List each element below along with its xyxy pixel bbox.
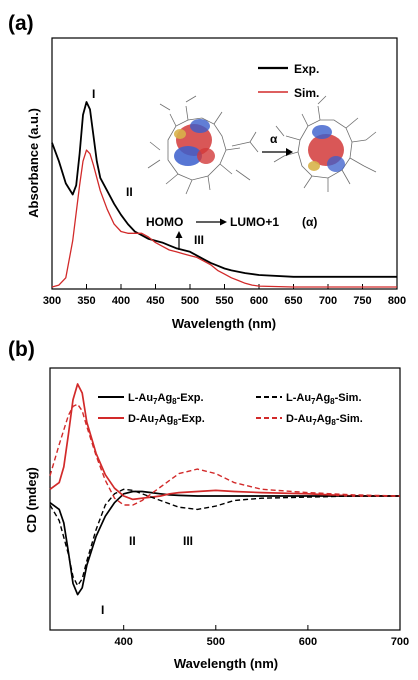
cd-x-ticks: 400 500 600 700 (115, 625, 409, 648)
cd-series-l-exp-line (49, 490, 400, 596)
panel-a-label: (a) (8, 12, 34, 35)
cd-legend: L-Au7Ag8-Exp. D-Au7Ag8-Exp. L-Au7Ag8-Sim… (98, 392, 363, 427)
cd-plot-frame (49, 367, 401, 631)
absorbance-x-tick-label: 450 (146, 295, 164, 307)
cd-x-tick-label: 400 (115, 636, 133, 648)
absorbance-peak-iii-label: III (194, 233, 204, 247)
transition-arrow (262, 148, 293, 156)
absorbance-x-tick-label: 750 (353, 295, 371, 307)
homo-to-lumo-arrow (196, 218, 227, 226)
absorbance-x-tick-label: 800 (388, 295, 406, 307)
absorbance-x-ticks: 300 350 400 450 500 550 600 650 700 750 800 (43, 284, 406, 307)
absorbance-y-axis-title: Absorbance (a.u.) (26, 108, 41, 218)
cd-plot: 400 500 600 700 (49, 367, 409, 648)
panel-b-label: (b) (8, 338, 35, 361)
absorbance-x-tick-label: 350 (77, 295, 95, 307)
cd-x-axis-title: Wavelength (nm) (174, 656, 278, 671)
absorbance-plot-frame (51, 37, 398, 290)
absorbance-series (51, 101, 397, 288)
absorbance-plot: 300 350 400 450 500 550 600 650 700 750 800 (43, 37, 406, 307)
absorbance-x-tick-label: 550 (215, 295, 233, 307)
absorbance-legend: Exp. Sim. (258, 62, 319, 100)
cd-peak-iii-label: III (183, 534, 193, 548)
legend-d-exp-label: D-Au7Ag8-Exp. (128, 413, 205, 427)
absorbance-series-exp-line (51, 101, 397, 278)
lumo-label: LUMO+1 (230, 215, 279, 229)
transition-pointer-arrow (175, 231, 183, 250)
legend-l-exp-label: L-Au7Ag8-Exp. (128, 392, 204, 406)
homo-label: HOMO (146, 215, 183, 229)
cd-peak-i-label: I (101, 603, 104, 617)
absorbance-x-tick-label: 500 (181, 295, 199, 307)
legend-sim-label: Sim. (294, 86, 319, 100)
absorbance-x-tick-label: 600 (250, 295, 268, 307)
cd-peak-ii-label: II (129, 534, 136, 548)
cd-x-tick-label: 600 (299, 636, 317, 648)
lumo-orbital-illustration (273, 95, 377, 192)
absorbance-peak-ii-label: II (126, 185, 133, 199)
legend-l-sim-label: L-Au7Ag8-Sim. (286, 392, 362, 406)
legend-d-sim-label: D-Au7Ag8-Sim. (286, 413, 363, 427)
cd-x-tick-label: 700 (391, 636, 409, 648)
cd-series-l-sim-line (49, 488, 400, 587)
absorbance-x-tick-label: 400 (112, 295, 130, 307)
cd-series-d-sim-line (49, 403, 401, 506)
absorbance-x-tick-label: 300 (43, 295, 61, 307)
absorbance-x-tick-label: 700 (319, 295, 337, 307)
absorbance-x-axis-title: Wavelength (nm) (172, 316, 276, 331)
alpha-transition-label: (α) (302, 215, 317, 229)
transition-alpha-label: α (270, 132, 278, 146)
absorbance-x-tick-label: 650 (284, 295, 302, 307)
legend-exp-label: Exp. (294, 62, 319, 76)
cd-series-d-exp-line (49, 383, 400, 501)
absorbance-peak-i-label: I (92, 87, 95, 101)
cd-series (49, 383, 401, 596)
cd-y-axis-title: CD (mdeg) (24, 467, 39, 533)
cd-x-tick-label: 500 (207, 636, 225, 648)
homo-orbital-illustration (147, 95, 259, 195)
absorbance-series-sim-line (51, 149, 397, 288)
